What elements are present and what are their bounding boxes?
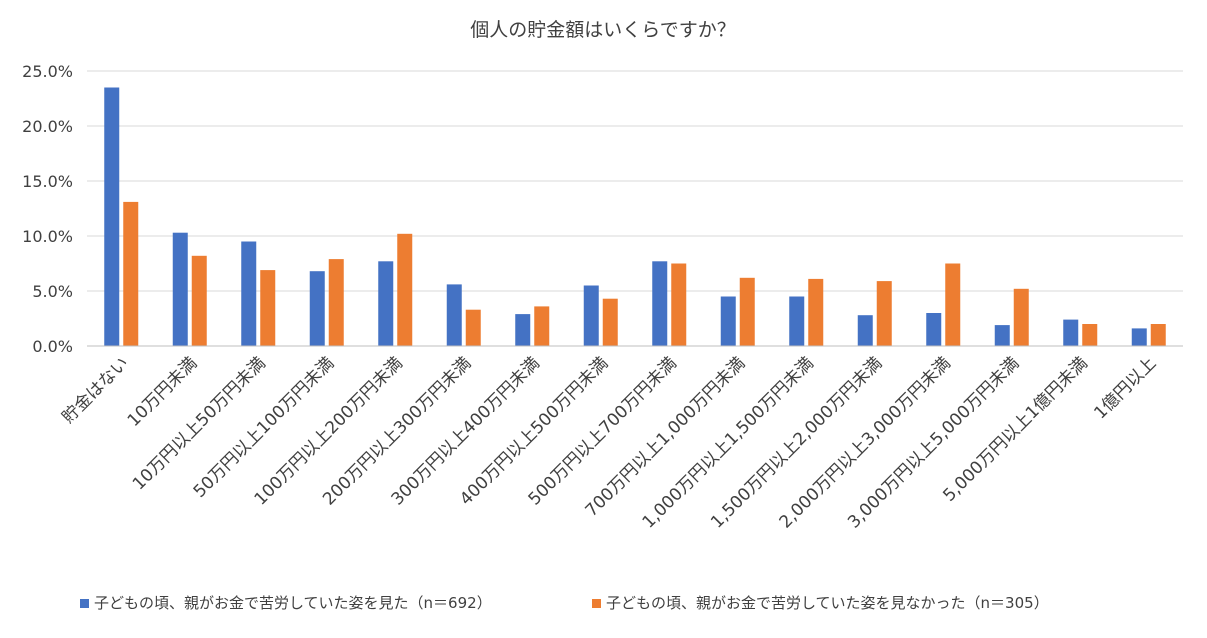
- bar-series-2: [671, 263, 687, 346]
- bars: [104, 87, 1166, 346]
- bar-series-2: [465, 309, 481, 346]
- y-tick-label: 25.0%: [22, 62, 73, 81]
- x-tick-label: 5,000万円以上1億円未満: [939, 353, 1091, 505]
- x-tick-label: 貯金はない: [59, 353, 133, 427]
- bar-series-1: [378, 261, 394, 346]
- bar-series-2: [602, 298, 618, 346]
- x-tick-label: 50万円以上100万円未満: [190, 353, 339, 502]
- bar-series-1: [172, 232, 188, 346]
- bar-series-2: [123, 201, 139, 346]
- bar-series-1: [241, 241, 257, 346]
- bar-series-2: [191, 255, 207, 346]
- x-tick-label: 1億円以上: [1090, 353, 1160, 423]
- bar-series-1: [583, 285, 599, 346]
- bar-series-1: [446, 284, 462, 346]
- bar-series-2: [534, 306, 550, 346]
- y-tick-label: 0.0%: [32, 337, 73, 356]
- bar-series-1: [515, 314, 531, 346]
- bar-series-2: [1150, 324, 1166, 346]
- bar-series-1: [994, 325, 1010, 346]
- y-tick-label: 10.0%: [22, 227, 73, 246]
- y-tick-label: 15.0%: [22, 172, 73, 191]
- y-axis-ticks: 0.0% 5.0% 10.0% 15.0% 20.0% 25.0%: [22, 62, 73, 356]
- legend-swatch: [592, 599, 601, 608]
- legend-label: 子どもの頃、親がお金で苦労していた姿を見た（n＝692）: [94, 594, 492, 612]
- bar-series-1: [857, 315, 873, 346]
- bar-series-2: [876, 281, 892, 346]
- bar-series-1: [926, 313, 942, 346]
- legend-swatch: [80, 599, 89, 608]
- y-tick-label: 5.0%: [32, 282, 73, 301]
- bar-series-2: [945, 263, 961, 346]
- chart-title: 個人の貯金額はいくらですか？: [470, 19, 735, 41]
- bar-series-2: [739, 277, 755, 346]
- bar-series-1: [1063, 319, 1079, 346]
- legend-label: 子どもの頃、親がお金で苦労していた姿を見なかった（n＝305）: [606, 594, 1049, 612]
- bar-series-1: [720, 296, 736, 346]
- bar-series-2: [808, 278, 824, 346]
- x-axis-ticks: 貯金はない10万円未満10万円以上50万円未満50万円以上100万円未満100万…: [59, 353, 1161, 532]
- bar-series-2: [1013, 288, 1029, 346]
- x-tick-label: 10万円以上50万円未満: [129, 353, 270, 494]
- bar-series-2: [397, 233, 413, 346]
- bar-series-2: [1082, 324, 1098, 346]
- y-tick-label: 20.0%: [22, 117, 73, 136]
- bar-series-1: [104, 87, 120, 346]
- legend: 子どもの頃、親がお金で苦労していた姿を見た（n＝692） 子どもの頃、親がお金で苦…: [80, 594, 1049, 612]
- gridlines: [87, 70, 1183, 292]
- bar-series-2: [328, 259, 344, 346]
- bar-series-1: [1131, 328, 1147, 346]
- bar-series-1: [309, 271, 325, 346]
- bar-series-1: [789, 296, 805, 346]
- bar-series-2: [260, 270, 276, 346]
- bar-series-1: [652, 261, 668, 346]
